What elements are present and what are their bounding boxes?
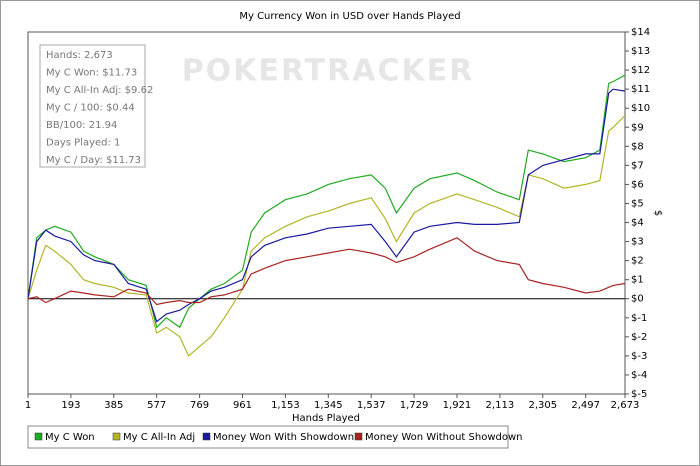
y-tick-label: $3 (631, 237, 644, 248)
stats-line: My C / Day: $11.73 (46, 155, 141, 166)
x-axis-label: Hands Played (292, 413, 360, 424)
y-tick-label: $1 (631, 275, 644, 286)
y-tick-label: $8 (631, 141, 644, 152)
series-line (27, 88, 626, 323)
legend-label: My C Won (45, 432, 95, 443)
x-tick-label: 1,729 (400, 400, 429, 411)
y-tick-label: $7 (631, 160, 644, 171)
legend-box (27, 425, 509, 449)
y-tick-label: $6 (631, 179, 644, 190)
y-axis-label: $ (652, 210, 663, 216)
y-tick-label: $4 (631, 218, 644, 229)
y-tick-label: $-1 (631, 313, 647, 324)
legend-label: Money Won Without Showdown (365, 432, 523, 443)
series-line (27, 115, 626, 357)
x-tick-label: 2,305 (528, 400, 557, 411)
x-tick-label: 385 (104, 400, 123, 411)
legend-label: Money Won With Showdown (213, 432, 354, 443)
y-tick-label: $-2 (631, 332, 647, 343)
legend-label: My C All-In Adj (123, 432, 195, 443)
y-tick-label: $10 (631, 103, 650, 114)
x-tick-label: 1,345 (314, 400, 343, 411)
stats-line: Hands: 2,673 (46, 50, 113, 61)
y-tick-label: $2 (631, 256, 644, 267)
y-tick-label: $13 (631, 46, 650, 57)
y-tick-label: $0 (631, 294, 644, 305)
x-tick-label: 2,113 (486, 400, 515, 411)
stats-line: My C All-In Adj: $9.62 (46, 85, 153, 96)
legend-swatch (354, 432, 363, 441)
y-tick-label: $9 (631, 122, 644, 133)
y-tick-label: $-4 (631, 370, 647, 381)
chart-title: My Currency Won in USD over Hands Played (239, 11, 460, 22)
x-tick-label: 193 (61, 400, 80, 411)
legend-swatch (202, 432, 211, 441)
series-line (27, 237, 626, 306)
y-tick-label: $-3 (631, 351, 647, 362)
series-line (27, 74, 626, 329)
stats-line: My C Won: $11.73 (46, 68, 137, 79)
plot-frame (27, 31, 626, 395)
watermark: POKERTRACKER (182, 54, 475, 89)
x-tick-label: 961 (233, 400, 252, 411)
x-tick-label: 577 (147, 400, 166, 411)
x-tick-label: 2,673 (611, 400, 640, 411)
stats-line: BB/100: 21.94 (46, 120, 117, 131)
legend-swatch (112, 432, 121, 441)
x-tick-label: 1,153 (271, 400, 300, 411)
stats-line: My C / 100: $0.44 (46, 103, 135, 114)
x-tick-label: 1,537 (357, 400, 386, 411)
x-tick-label: 2,497 (571, 400, 600, 411)
y-tick-label: $-5 (631, 389, 647, 400)
stats-box (39, 44, 146, 168)
y-tick-label: $14 (631, 27, 650, 38)
legend-swatch (34, 432, 43, 441)
x-tick-label: 769 (190, 400, 209, 411)
stats-line: Days Played: 1 (46, 138, 120, 149)
y-tick-label: $5 (631, 198, 644, 209)
y-tick-label: $11 (631, 84, 650, 95)
x-tick-label: 1 (25, 400, 31, 411)
x-tick-label: 1,921 (443, 400, 472, 411)
y-tick-label: $12 (631, 65, 650, 76)
